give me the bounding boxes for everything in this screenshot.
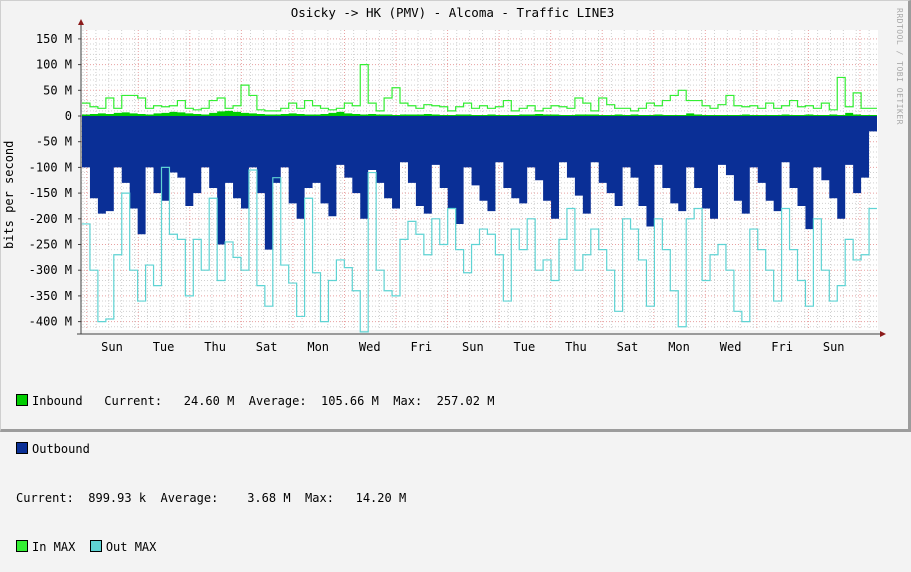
outbound-area — [82, 116, 877, 250]
inbound-max: 257.02 M — [436, 393, 495, 408]
rrdtool-watermark: RRDTOOL / TOBI OETIKER — [895, 8, 904, 125]
x-tick-label: Sun — [101, 340, 123, 354]
x-tick-label: Thu — [204, 340, 226, 354]
outbound-max: 14.20 M — [355, 491, 407, 506]
y-tick-label: 100 M — [36, 58, 72, 72]
x-tick-label: Mon — [668, 340, 690, 354]
x-tick-label: Sun — [823, 340, 845, 354]
x-tick-label: Thu — [565, 340, 587, 354]
x-axis-arrow-icon — [880, 331, 886, 337]
x-tick-label: Wed — [359, 340, 381, 354]
y-tick-label: -250 M — [29, 238, 72, 252]
plot-area: 150 M 100 M 50 M 0 -50 M -100 M -150 M -200 M -2… — [29, 19, 886, 354]
legend-row-inbound: Inbound Current: 24.60 M Average: 105.66… — [16, 393, 494, 409]
outbound-current: 899.93 k — [88, 491, 147, 506]
x-tick-label: Tue — [153, 340, 175, 354]
inbound-average: 105.66 M — [321, 393, 379, 408]
chart-title: Osicky -> HK (PMV) - Alcoma - Traffic LI… — [290, 5, 615, 20]
y-tick-label: -350 M — [29, 289, 72, 303]
y-tick-label: -150 M — [29, 186, 72, 200]
legend-row-max: In MAX Out MAX — [16, 539, 494, 555]
x-tick-label: Mon — [307, 340, 329, 354]
x-tick-label: Sun — [462, 340, 484, 354]
chart-frame — [0, 0, 911, 432]
inbound-current: 24.60 M — [183, 393, 235, 408]
in-max-line — [82, 63, 877, 112]
legend: Inbound Current: 24.60 M Average: 105.66… — [16, 360, 494, 572]
x-tick-label: Fri — [410, 340, 432, 354]
out-max-line — [82, 166, 877, 333]
y-tick-label: -300 M — [29, 263, 72, 277]
x-tick-label: Wed — [720, 340, 742, 354]
x-tick-label: Sat — [617, 340, 639, 354]
y-tick-label: -200 M — [29, 212, 72, 226]
y-tick-label: -100 M — [29, 160, 72, 174]
y-tick-label: 150 M — [36, 32, 72, 46]
inbound-swatch — [16, 393, 28, 406]
x-tick-label: Tue — [514, 340, 536, 354]
out-max-swatch — [89, 540, 102, 553]
outbound-average: 3.68 M — [247, 491, 291, 506]
x-tick-label: Sat — [256, 340, 278, 354]
inbound-area — [82, 110, 877, 116]
y-tick-label: -50 M — [36, 135, 72, 149]
y-tick-label: -400 M — [29, 315, 72, 329]
legend-row-outbound: Outbound — [16, 441, 494, 457]
y-tick-label: 0 — [65, 109, 72, 123]
y-axis-arrow-icon — [78, 19, 84, 25]
outbound-swatch — [16, 442, 28, 455]
in-max-swatch — [16, 540, 28, 553]
legend-row-outbound-stats: Current: 899.93 k Average: 3.68 M Max: 1… — [16, 491, 407, 506]
y-tick-label: 50 M — [43, 83, 72, 97]
x-tick-label: Fri — [771, 340, 793, 354]
